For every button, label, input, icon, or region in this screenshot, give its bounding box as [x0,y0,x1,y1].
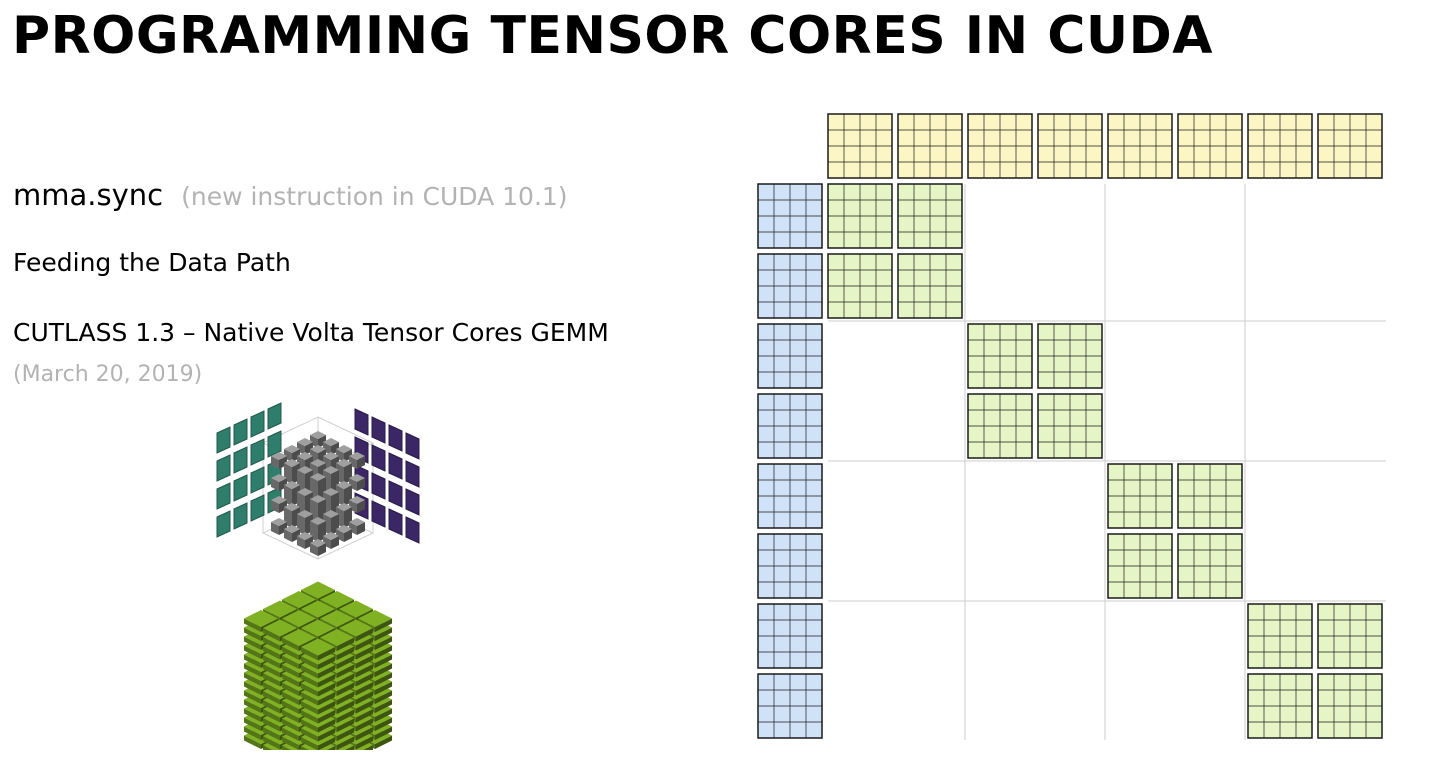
teal-operand-cell [216,482,231,510]
cutlass-date: (March 20, 2019) [13,362,203,387]
b-operand-tile [1177,113,1243,179]
gray-multiply-cube [310,495,326,512]
purple-operand-cell [371,416,386,444]
c-accumulator-tile [897,183,963,249]
purple-operand-cell [405,432,420,460]
c-accumulator-tile [1177,533,1243,599]
a-operand-tile [757,463,823,529]
gray-multiply-cube [297,488,313,505]
purple-operand-cell [405,516,420,544]
purple-operand-cell [371,444,386,472]
c-accumulator-tile [1107,463,1173,529]
purple-operand-cell [388,424,403,452]
b-operand-tile [827,113,893,179]
c-accumulator-tile [967,393,1033,459]
c-accumulator-tile [1037,323,1103,389]
c-accumulator-tile [827,253,893,319]
tensor-core-cube-illustration [216,402,420,750]
gray-multiply-cube [297,532,313,549]
teal-operand-cell [250,410,265,438]
cutlass-heading: CUTLASS 1.3 – Native Volta Tensor Cores … [13,318,609,347]
teal-operand-cell [250,466,265,494]
teal-operand-cell [267,402,282,430]
purple-operand-cell [371,500,386,528]
c-accumulator-tile [897,253,963,319]
purple-operand-cell [405,488,420,516]
b-operand-tile [1037,113,1103,179]
b-operand-tile [897,113,963,179]
gray-multiply-cube [336,481,352,498]
c-accumulator-tile [1247,673,1313,739]
gray-multiply-cube [310,473,326,490]
purple-operand-cell [405,460,420,488]
c-accumulator-tile [1177,463,1243,529]
a-operand-tile [757,183,823,249]
mma-sync-note: (new instruction in CUDA 10.1) [181,182,568,211]
purple-operand-cell [388,452,403,480]
purple-operand-cell [388,480,403,508]
feeding-data-path: Feeding the Data Path [13,248,291,277]
mma-sync-line: mma.sync (new instruction in CUDA 10.1) [13,178,568,212]
green-accumulator-block [301,638,335,661]
gray-multiply-cube [271,452,287,469]
gray-multiply-cube [310,539,326,556]
a-operand-tile [757,393,823,459]
a-operand-tile [757,323,823,389]
b-operand-tile [1107,113,1173,179]
teal-operand-cell [233,502,248,530]
c-accumulator-tile [1317,673,1383,739]
teal-operand-cell [267,430,282,458]
c-accumulator-tile [1247,603,1313,669]
c-accumulator-tile [827,183,893,249]
tensor-core-gemm-tiling-diagram [757,113,1386,740]
b-operand-tile [1247,113,1313,179]
gray-multiply-cube [349,496,365,513]
c-accumulator-tile [967,323,1033,389]
purple-operand-cell [371,472,386,500]
a-operand-tile [757,603,823,669]
c-accumulator-tile [1317,603,1383,669]
mma-sync-label: mma.sync [13,178,164,212]
a-operand-tile [757,533,823,599]
teal-operand-cell [250,438,265,466]
teal-operand-cell [216,454,231,482]
c-accumulator-tile [1107,533,1173,599]
slide-title: PROGRAMMING TENSOR CORES IN CUDA [12,6,1214,66]
teal-operand-cell [233,418,248,446]
teal-operand-cell [233,474,248,502]
a-operand-tile [757,253,823,319]
gray-multiply-cube [310,517,326,534]
c-accumulator-tile [1037,393,1103,459]
b-operand-tile [967,113,1033,179]
b-operand-tile [1317,113,1383,179]
a-operand-tile [757,673,823,739]
purple-operand-cell [354,408,369,436]
gray-multiply-cube [271,474,287,491]
teal-operand-cell [250,494,265,522]
teal-operand-cell [216,510,231,538]
purple-operand-cell [388,508,403,536]
teal-operand-cell [233,446,248,474]
teal-operand-cell [216,426,231,454]
gray-multiply-cube [323,466,339,483]
